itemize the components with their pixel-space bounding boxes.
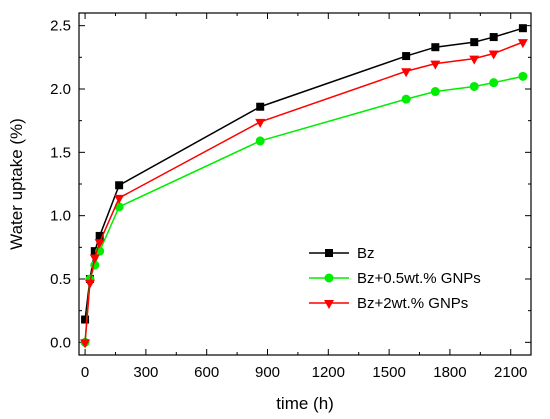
data-point bbox=[115, 181, 124, 190]
legend-item: Bz+2wt.% GNPs bbox=[309, 295, 468, 312]
data-point bbox=[256, 102, 265, 111]
legend-label: Bz+0.5wt.% GNPs bbox=[357, 270, 481, 287]
data-point bbox=[489, 33, 498, 42]
data-point bbox=[81, 315, 90, 324]
x-tick-label: 1500 bbox=[372, 364, 405, 381]
y-tick-label: 2.0 bbox=[50, 81, 71, 98]
y-tick-label: 2.5 bbox=[50, 18, 71, 35]
data-point bbox=[430, 87, 440, 97]
legend-marker bbox=[324, 273, 334, 283]
data-point bbox=[518, 24, 527, 33]
x-tick-label: 1200 bbox=[312, 364, 345, 381]
legend-label: Bz+2wt.% GNPs bbox=[357, 295, 468, 312]
x-axis-title: time (h) bbox=[276, 394, 334, 413]
data-point bbox=[488, 50, 499, 60]
data-point bbox=[95, 231, 104, 240]
data-point bbox=[431, 43, 440, 52]
data-point bbox=[517, 39, 528, 49]
y-tick-label: 1.0 bbox=[50, 208, 71, 225]
data-point bbox=[114, 194, 125, 204]
x-tick-label: 2100 bbox=[494, 364, 527, 381]
data-point bbox=[94, 239, 105, 249]
data-point bbox=[80, 339, 91, 349]
data-point bbox=[89, 254, 100, 264]
series-3 bbox=[80, 39, 528, 349]
x-tick-label: 1800 bbox=[433, 364, 466, 381]
data-point bbox=[255, 118, 266, 128]
x-tick-label: 300 bbox=[133, 364, 158, 381]
legend: Bz Bz+0.5wt.% GNPs Bz+2wt.% GNPs bbox=[309, 245, 481, 312]
legend-marker bbox=[324, 300, 334, 309]
y-tick-label: 1.5 bbox=[50, 144, 71, 161]
data-point bbox=[401, 94, 411, 104]
data-point bbox=[90, 247, 99, 256]
y-axis-title: Water uptake (%) bbox=[7, 118, 26, 250]
legend-marker bbox=[325, 249, 333, 257]
y-tick-label: 0.0 bbox=[50, 334, 71, 351]
y-tick-label: 0.5 bbox=[50, 271, 71, 288]
data-point bbox=[469, 55, 480, 65]
data-point bbox=[402, 52, 411, 61]
data-point bbox=[518, 71, 528, 81]
data-point bbox=[489, 78, 499, 88]
x-tick-label: 900 bbox=[255, 364, 280, 381]
x-tick-label: 600 bbox=[194, 364, 219, 381]
x-tick-label: 0 bbox=[81, 364, 89, 381]
data-point bbox=[469, 81, 479, 91]
legend-item: Bz+0.5wt.% GNPs bbox=[309, 270, 481, 287]
data-point bbox=[470, 38, 479, 47]
legend-label: Bz bbox=[357, 245, 375, 262]
series-layer bbox=[80, 24, 528, 349]
ticks: 0 300 600 900 1200 1500 1800 2100 0.0 0.5 1.0 1.5 2.… bbox=[50, 13, 531, 381]
data-point bbox=[401, 68, 412, 78]
data-point bbox=[255, 136, 265, 146]
legend-item: Bz bbox=[309, 245, 375, 262]
data-point bbox=[84, 279, 95, 289]
data-point bbox=[430, 60, 441, 70]
